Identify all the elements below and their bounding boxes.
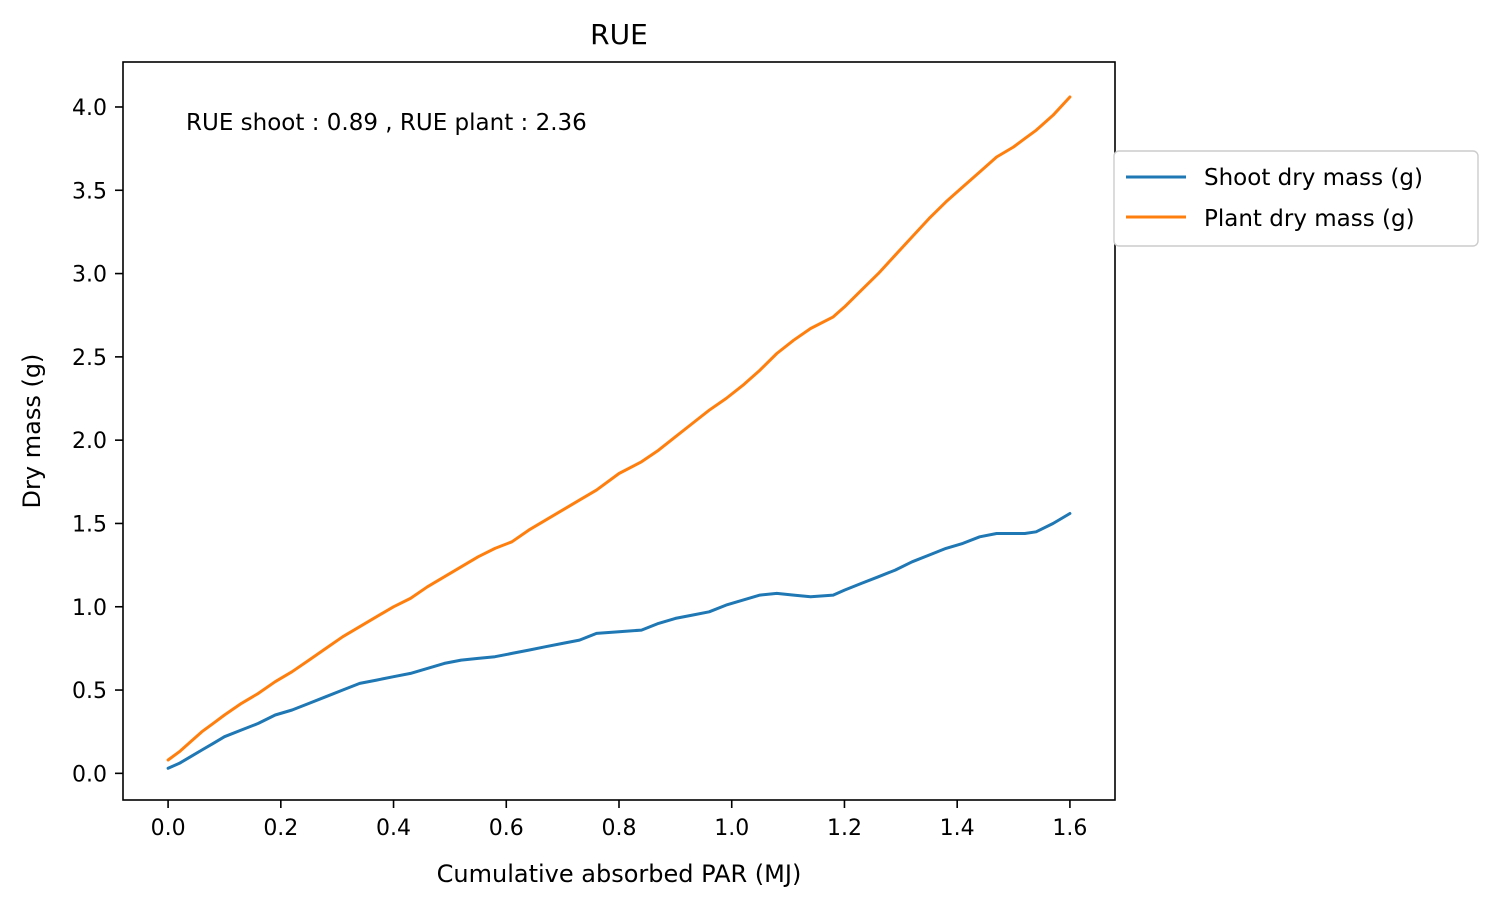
x-tick-label: 1.2: [827, 816, 862, 841]
x-tick-label: 1.4: [940, 816, 975, 841]
series-line-plant: [166, 95, 1072, 762]
y-tick-label: 2.0: [72, 429, 107, 454]
y-tick-label: 0.5: [72, 679, 107, 704]
x-tick-label: 1.0: [714, 816, 749, 841]
legend-label-shoot: Shoot dry mass (g): [1204, 165, 1423, 191]
x-tick-label: 0.6: [489, 816, 524, 841]
axis-ticks: 0.0 0.2 0.4 0.6 0.8 1.0 1.2 1.4 1.6 0.0 0.5 1.0 1.5 2…: [72, 96, 1087, 841]
x-tick-label: 0.8: [602, 816, 637, 841]
plot-area: [122, 61, 1116, 801]
x-tick-label: 1.6: [1052, 816, 1087, 841]
legend-frame: [1113, 150, 1479, 247]
series-line-shoot: [166, 512, 1072, 770]
rue-annotation: RUE shoot : 0.89 , RUE plant : 2.36: [186, 110, 587, 136]
y-tick-label: 0.0: [72, 762, 107, 787]
x-tick-label: 0.2: [263, 816, 298, 841]
chart-title: RUE: [590, 18, 648, 51]
y-tick-label: 3.5: [72, 179, 107, 204]
legend-label-plant: Plant dry mass (g): [1204, 206, 1415, 232]
y-tick-label: 1.5: [72, 512, 107, 537]
legend: Shoot dry mass (g) Plant dry mass (g): [1113, 150, 1479, 247]
y-tick-label: 1.0: [72, 596, 107, 621]
y-tick-label: 2.5: [72, 346, 107, 371]
x-tick-label: 0.4: [376, 816, 411, 841]
y-tick-label: 3.0: [72, 263, 107, 288]
y-tick-label: 4.0: [72, 96, 107, 121]
y-axis-label: Dry mass (g): [18, 354, 46, 509]
x-axis-label: Cumulative absorbed PAR (MJ): [437, 860, 802, 888]
series-lines: [166, 95, 1072, 770]
x-tick-label: 0.0: [151, 816, 186, 841]
